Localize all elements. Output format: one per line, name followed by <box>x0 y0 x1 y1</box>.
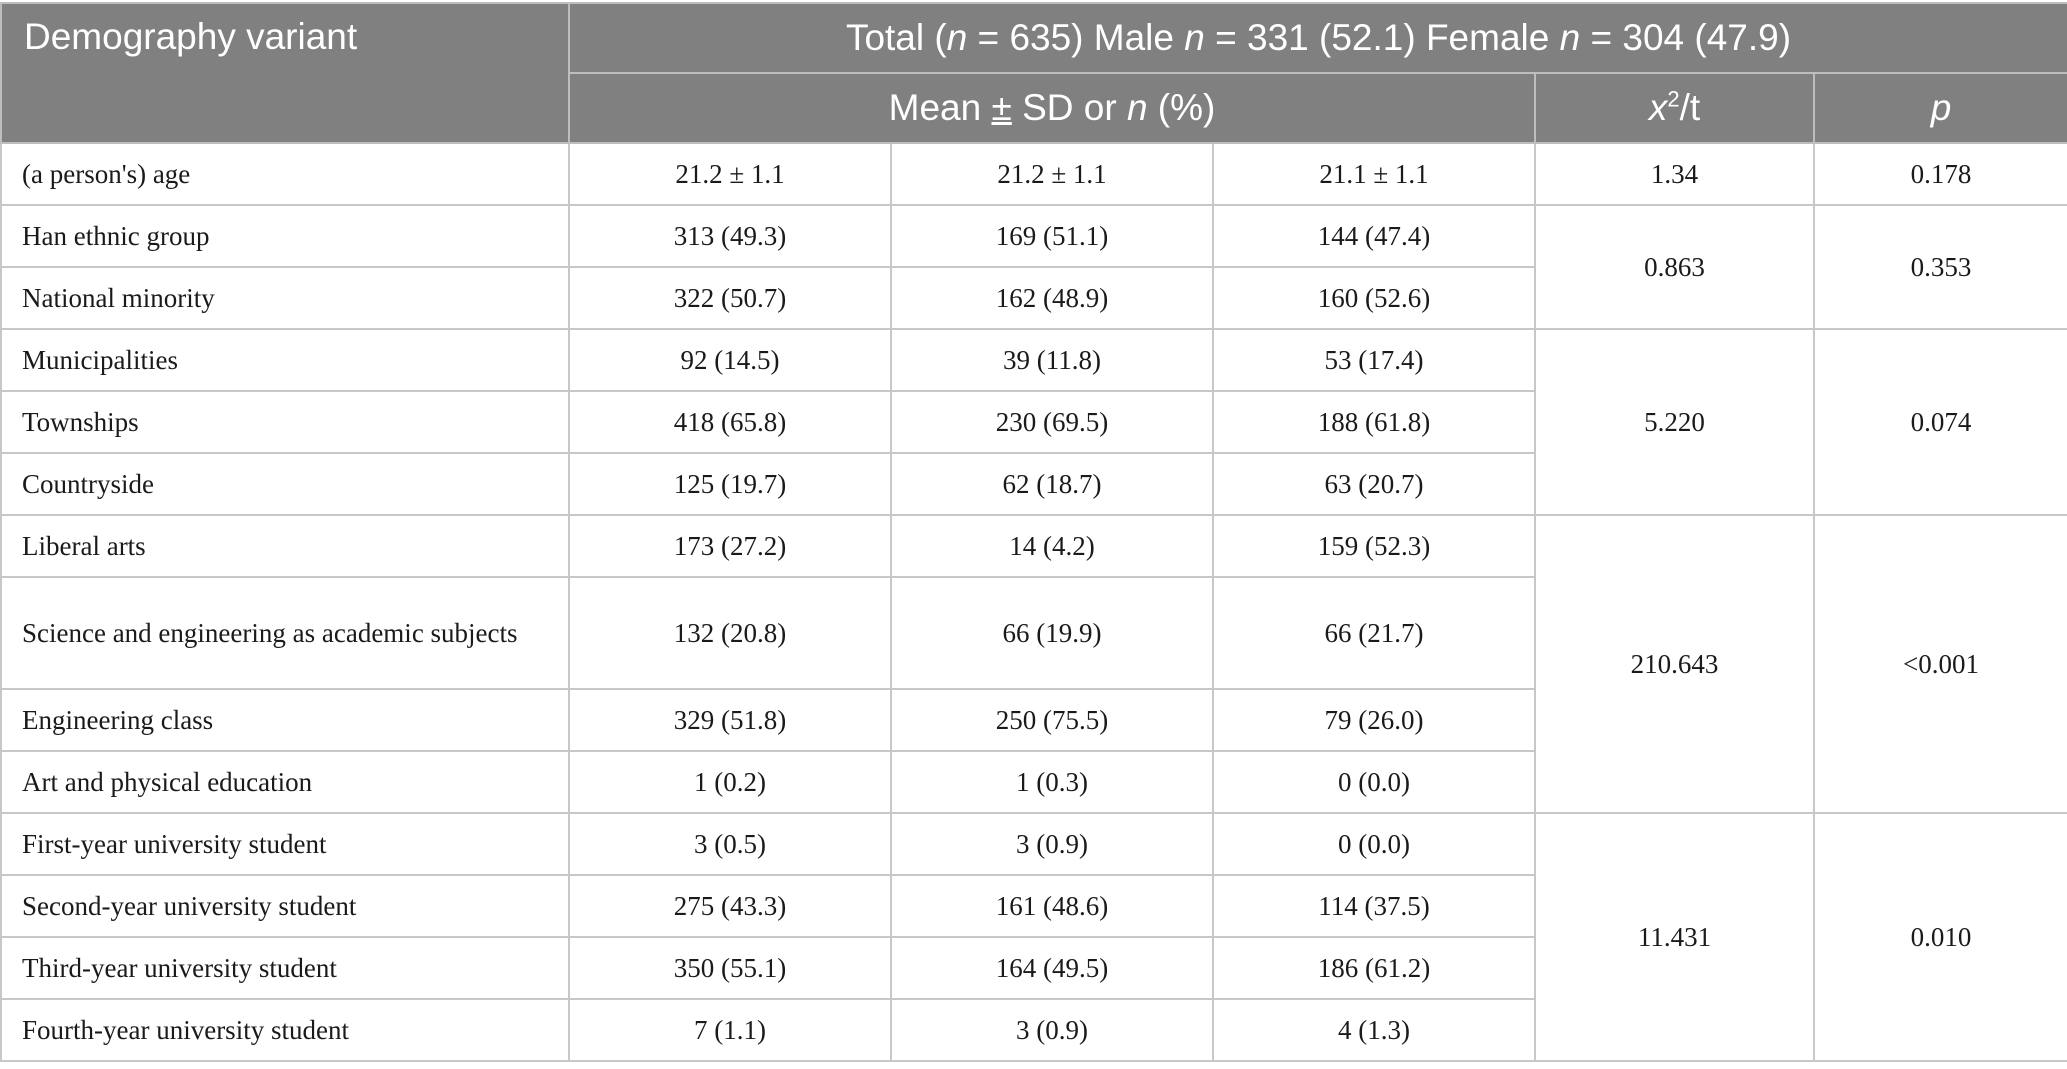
cell-statistic: 210.643 <box>1534 514 1815 814</box>
cell-male: 66 (19.9) <box>890 576 1214 690</box>
table-row: Third-year university student 350 (55.1)… <box>0 936 2067 1000</box>
cell-total: 7 (1.1) <box>568 998 892 1062</box>
cell-female: 114 (37.5) <box>1212 874 1536 938</box>
cell-total: 322 (50.7) <box>568 266 892 330</box>
cell-male: 164 (49.5) <box>890 936 1214 1000</box>
row-label: Municipalities <box>0 328 570 392</box>
cell-p: 0.074 <box>1813 328 2067 516</box>
cell-male: 250 (75.5) <box>890 688 1214 752</box>
cell-male: 39 (11.8) <box>890 328 1214 392</box>
row-label: (a person's) age <box>0 142 570 206</box>
cell-total: 418 (65.8) <box>568 390 892 454</box>
cell-total: 125 (19.7) <box>568 452 892 516</box>
table-row: Science and engineering as academic subj… <box>0 576 2067 690</box>
row-label: First-year university student <box>0 812 570 876</box>
cell-male: 3 (0.9) <box>890 998 1214 1062</box>
header-mean-sd: Mean ± SD or n (%) <box>568 72 1536 144</box>
cell-male: 169 (51.1) <box>890 204 1214 268</box>
cell-female: 21.1 ± 1.1 <box>1212 142 1536 206</box>
row-label: Liberal arts <box>0 514 570 578</box>
cell-total: 92 (14.5) <box>568 328 892 392</box>
cell-male: 230 (69.5) <box>890 390 1214 454</box>
cell-male: 162 (48.9) <box>890 266 1214 330</box>
row-label: Second-year university student <box>0 874 570 938</box>
header-row-sub: Mean ± SD or n (%) x2/t p <box>1 72 2067 144</box>
cell-female: 0 (0.0) <box>1212 750 1536 814</box>
cell-total: 275 (43.3) <box>568 874 892 938</box>
row-label: Fourth-year university student <box>0 998 570 1062</box>
cell-male: 21.2 ± 1.1 <box>890 142 1214 206</box>
cell-male: 14 (4.2) <box>890 514 1214 578</box>
cell-total: 3 (0.5) <box>568 812 892 876</box>
cell-female: 53 (17.4) <box>1212 328 1536 392</box>
cell-total: 1 (0.2) <box>568 750 892 814</box>
row-label: Art and physical education <box>0 750 570 814</box>
cell-male: 3 (0.9) <box>890 812 1214 876</box>
table-row: Townships 418 (65.8) 230 (69.5) 188 (61.… <box>0 390 2067 454</box>
cell-p: 0.178 <box>1813 142 2067 206</box>
cell-total: 329 (51.8) <box>568 688 892 752</box>
row-label: Third-year university student <box>0 936 570 1000</box>
cell-male: 161 (48.6) <box>890 874 1214 938</box>
header-statistic: x2/t <box>1534 72 1815 144</box>
cell-statistic: 1.34 <box>1534 142 1815 206</box>
cell-female: 159 (52.3) <box>1212 514 1536 578</box>
cell-total: 132 (20.8) <box>568 576 892 690</box>
row-label: National minority <box>0 266 570 330</box>
cell-statistic: 5.220 <box>1534 328 1815 516</box>
cell-statistic: 11.431 <box>1534 812 1815 1062</box>
cell-statistic: 0.863 <box>1534 204 1815 330</box>
cell-female: 63 (20.7) <box>1212 452 1536 516</box>
cell-p: <0.001 <box>1813 514 2067 814</box>
table-row: (a person's) age 21.2 ± 1.1 21.2 ± 1.1 2… <box>0 142 2067 206</box>
cell-total: 21.2 ± 1.1 <box>568 142 892 206</box>
table-row: Art and physical education 1 (0.2) 1 (0.… <box>0 750 2067 814</box>
cell-p: 0.353 <box>1813 204 2067 330</box>
table-row: National minority 322 (50.7) 162 (48.9) … <box>0 266 2067 330</box>
table-row: Fourth-year university student 7 (1.1) 3… <box>0 998 2067 1062</box>
cell-female: 144 (47.4) <box>1212 204 1536 268</box>
row-label: Countryside <box>0 452 570 516</box>
cell-female: 79 (26.0) <box>1212 688 1536 752</box>
header-total: Total (n = 635) Male n = 331 (52.1) Fema… <box>568 2 2067 74</box>
table-row: Han ethnic group 313 (49.3) 169 (51.1) 1… <box>0 204 2067 330</box>
cell-male: 62 (18.7) <box>890 452 1214 516</box>
row-label: Han ethnic group <box>0 204 570 268</box>
table-row: Liberal arts 173 (27.2) 14 (4.2) 159 (52… <box>0 514 2067 814</box>
cell-total: 313 (49.3) <box>568 204 892 268</box>
cell-female: 188 (61.8) <box>1212 390 1536 454</box>
row-label: Engineering class <box>0 688 570 752</box>
table-row: First-year university student 3 (0.5) 3 … <box>0 812 2067 1062</box>
header-p: p <box>1813 72 2067 144</box>
table-row: Second-year university student 275 (43.3… <box>0 874 2067 938</box>
cell-female: 186 (61.2) <box>1212 936 1536 1000</box>
row-label: Townships <box>0 390 570 454</box>
cell-female: 160 (52.6) <box>1212 266 1536 330</box>
cell-p: 0.010 <box>1813 812 2067 1062</box>
table-row: Municipalities 92 (14.5) 39 (11.8) 53 (1… <box>0 328 2067 516</box>
table-row: Engineering class 329 (51.8) 250 (75.5) … <box>0 688 2067 752</box>
cell-female: 0 (0.0) <box>1212 812 1536 876</box>
cell-female: 4 (1.3) <box>1212 998 1536 1062</box>
row-label: Science and engineering as academic subj… <box>0 576 570 690</box>
cell-total: 173 (27.2) <box>568 514 892 578</box>
header-demography-variant: Demography variant <box>0 2 570 144</box>
cell-male: 1 (0.3) <box>890 750 1214 814</box>
cell-female: 66 (21.7) <box>1212 576 1536 690</box>
header-row-top: Demography variant Total (n = 635) Male … <box>0 2 2067 144</box>
cell-total: 350 (55.1) <box>568 936 892 1000</box>
table-row: Countryside 125 (19.7) 62 (18.7) 63 (20.… <box>0 452 2067 516</box>
